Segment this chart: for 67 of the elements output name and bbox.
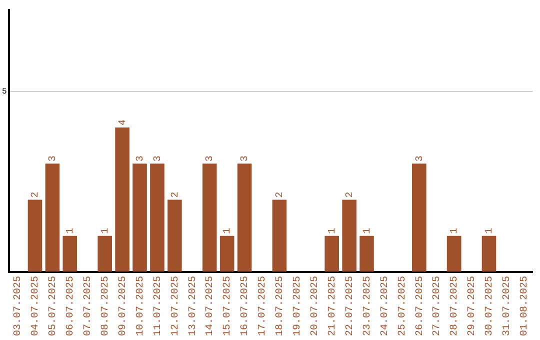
bar (45, 164, 60, 272)
bar (482, 236, 496, 272)
bar (98, 236, 112, 272)
x-tick-label: 03.07.2025 (13, 276, 24, 336)
data-label: 3 (135, 156, 146, 162)
x-tick-label: 16.07.2025 (240, 276, 252, 336)
x-tick-label: 01.08.2025 (520, 276, 531, 336)
data-label: 3 (205, 156, 216, 162)
bar (446, 236, 462, 272)
x-tick-label: 31.07.2025 (502, 276, 514, 336)
data-label: 2 (344, 192, 356, 198)
bar (132, 164, 147, 272)
x-tick-label: 17.07.2025 (258, 276, 269, 336)
bar (202, 164, 217, 272)
data-label: 1 (222, 228, 234, 234)
x-tick-label: 18.07.2025 (275, 276, 286, 336)
x-tick-label: 06.07.2025 (66, 276, 77, 336)
x-tick-label: 23.07.2025 (362, 276, 374, 336)
data-label: 3 (414, 156, 426, 162)
x-tick-label: 15.07.2025 (222, 276, 234, 336)
data-label: 3 (240, 156, 252, 162)
bar (220, 236, 234, 272)
data-label: 1 (66, 228, 77, 234)
x-tick-label: 26.07.2025 (414, 276, 426, 336)
data-label: 1 (362, 228, 374, 234)
data-label: 3 (152, 156, 164, 162)
x-tick-label: 04.07.2025 (30, 276, 42, 336)
x-tick-label: 11.07.2025 (152, 276, 164, 336)
bar (62, 236, 78, 272)
data-label: 1 (450, 228, 461, 234)
data-label: 2 (30, 192, 42, 198)
data-label: 1 (327, 228, 338, 234)
data-label: 2 (275, 192, 286, 198)
x-tick-label: 30.07.2025 (484, 276, 496, 336)
x-tick-label: 21.07.2025 (327, 276, 338, 336)
bar (237, 164, 252, 272)
x-tick-label: 12.07.2025 (170, 276, 182, 336)
x-tick-label: 29.07.2025 (467, 276, 478, 336)
x-tick-label: 24.07.2025 (380, 276, 391, 336)
bar (412, 164, 426, 272)
bar (360, 236, 374, 272)
x-tick-label: 05.07.2025 (48, 276, 60, 336)
bar (168, 200, 182, 272)
x-tick-label: 10.07.2025 (135, 276, 146, 336)
bar (342, 200, 356, 272)
data-label: 1 (484, 228, 496, 234)
x-tick-label: 08.07.2025 (100, 276, 112, 336)
bar (272, 200, 287, 272)
x-tick-label: 22.07.2025 (344, 276, 356, 336)
bar (150, 164, 164, 272)
y-tick-label: 5 (2, 87, 7, 96)
x-tick-label: 19.07.2025 (292, 276, 304, 336)
data-label: 4 (118, 119, 129, 126)
x-tick-label: 27.07.2025 (432, 276, 444, 336)
data-label: 3 (48, 156, 60, 162)
x-tick-label: 09.07.2025 (118, 276, 129, 336)
data-label: 2 (170, 192, 182, 198)
x-tick-label: 13.07.2025 (188, 276, 199, 336)
x-tick-label: 14.07.2025 (205, 276, 216, 336)
x-tick-label: 28.07.2025 (450, 276, 461, 336)
bar (324, 236, 339, 272)
data-label: 1 (100, 228, 112, 234)
bar (28, 200, 42, 272)
bar (115, 127, 130, 272)
x-tick-label: 25.07.2025 (397, 276, 408, 336)
x-tick-label: 07.07.2025 (83, 276, 94, 336)
x-tick-label: 20.07.2025 (310, 276, 322, 336)
